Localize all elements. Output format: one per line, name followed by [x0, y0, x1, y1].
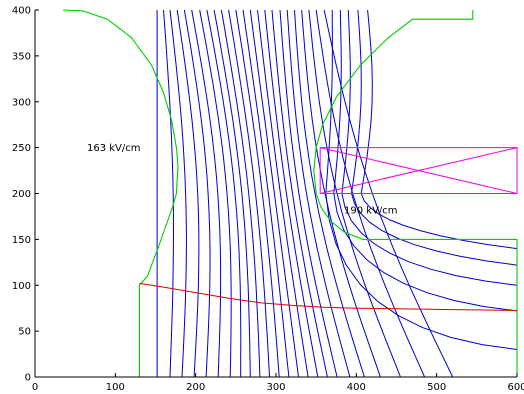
right-electrode	[313, 10, 518, 377]
y-tick-label: 0	[25, 373, 31, 384]
field-line	[176, 9, 200, 378]
field-line	[220, 9, 261, 378]
left-electrode	[63, 9, 179, 377]
field-line	[325, 9, 518, 350]
y-tick-label: 250	[12, 143, 31, 154]
field-line	[350, 9, 518, 266]
x-tick-label: 0	[32, 382, 38, 393]
trajectory-group	[139, 282, 518, 311]
y-tick-label: 100	[12, 281, 31, 292]
field-strength-label: 190 kV/cm	[344, 206, 398, 217]
field-line	[183, 9, 211, 378]
x-tick-label: 400	[347, 382, 366, 393]
target-box	[319, 147, 518, 194]
field-line	[191, 9, 222, 378]
field-line	[294, 9, 365, 378]
target-box-group	[319, 147, 518, 194]
trajectory-line	[139, 282, 518, 311]
y-tick-label: 50	[18, 327, 31, 338]
y-tick-label: 200	[12, 189, 31, 200]
field-line	[286, 9, 351, 378]
x-tick-label: 600	[507, 382, 524, 393]
electrode-boundary-group	[63, 9, 518, 377]
field-line	[242, 9, 290, 378]
field-line	[271, 9, 328, 378]
field-line	[264, 9, 319, 378]
field-line	[228, 9, 271, 378]
y-tick-label: 350	[12, 51, 31, 62]
y-tick-label: 150	[12, 235, 31, 246]
field-line	[199, 9, 232, 378]
field-line	[257, 9, 309, 378]
x-tick-label: 500	[427, 382, 446, 393]
box-diagonal	[320, 147, 518, 194]
field-line	[169, 9, 187, 378]
x-tick-label: 100	[106, 382, 125, 393]
field-line	[213, 9, 251, 378]
y-tick-label: 400	[12, 6, 31, 17]
field-line	[206, 9, 242, 377]
y-tick-label: 300	[12, 97, 31, 108]
annotations-group: 163 kV/cm 190 kV/cm	[87, 143, 398, 216]
field-line	[279, 9, 338, 378]
field-line	[249, 9, 299, 378]
x-tick-label: 300	[266, 382, 285, 393]
tick-labels-group: 0 100 200 300 400 500 600 0 50 100 150 200 250 300 350…	[12, 6, 524, 394]
field-strength-label: 163 kV/cm	[87, 143, 141, 154]
field-line	[235, 9, 280, 378]
x-tick-label: 200	[186, 382, 205, 393]
field-line	[163, 9, 175, 378]
